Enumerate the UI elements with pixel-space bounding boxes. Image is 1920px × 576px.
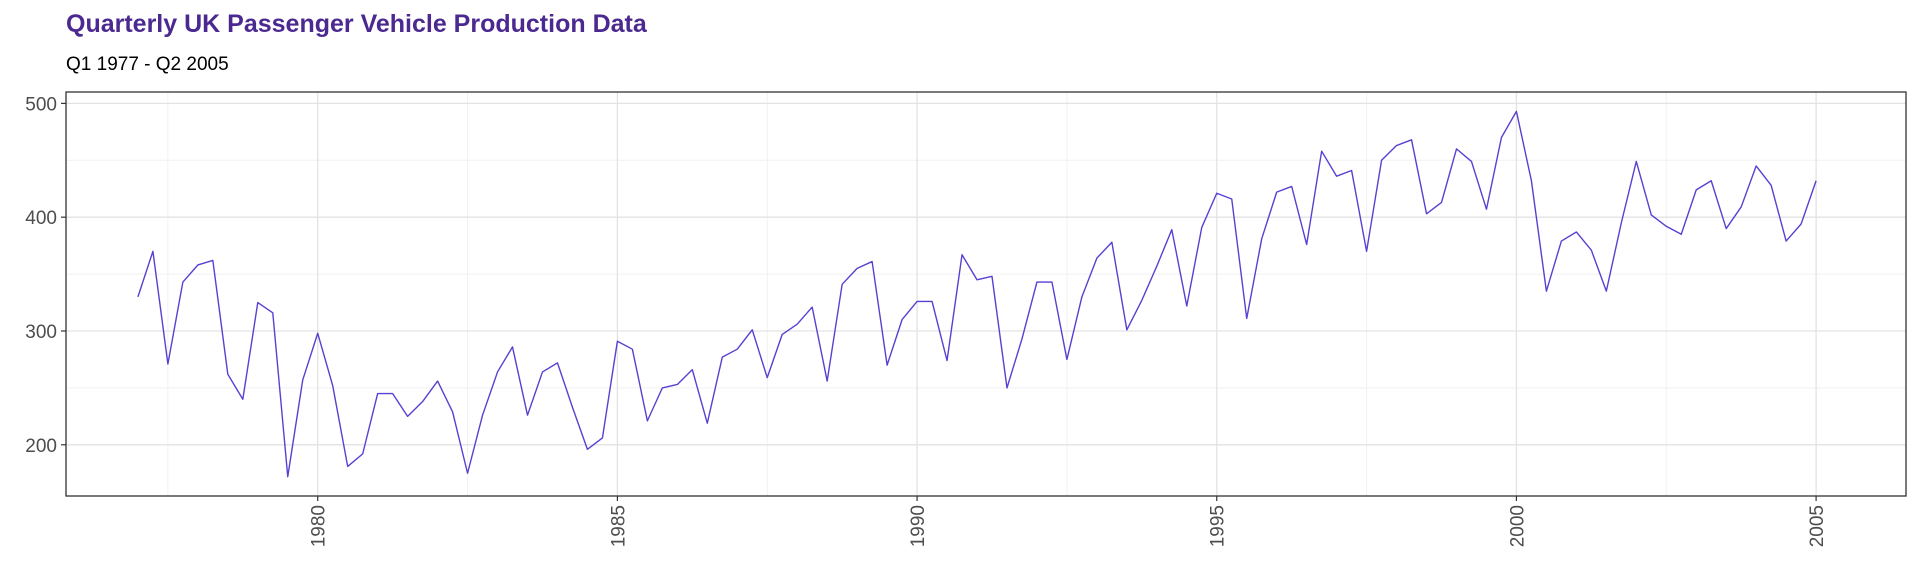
y-tick-label: 200	[25, 436, 57, 457]
chart-subtitle: Q1 1977 - Q2 2005	[66, 54, 229, 75]
plot-border	[65, 91, 1907, 497]
x-tick-label: 2000	[1507, 505, 1528, 547]
x-tick-label: 2005	[1807, 505, 1828, 547]
y-tick-label: 400	[25, 208, 57, 229]
x-tick-label: 1980	[309, 505, 330, 547]
y-tick-label: 300	[25, 322, 57, 343]
x-tick-label: 1985	[608, 505, 629, 547]
x-tick-label: 1990	[908, 505, 929, 547]
series-line	[137, 110, 1817, 478]
x-tick-label: 1995	[1208, 505, 1229, 547]
chart-title: Quarterly UK Passenger Vehicle Productio…	[66, 10, 647, 38]
plot-panel	[66, 92, 1906, 496]
y-tick-label: 500	[25, 94, 57, 115]
